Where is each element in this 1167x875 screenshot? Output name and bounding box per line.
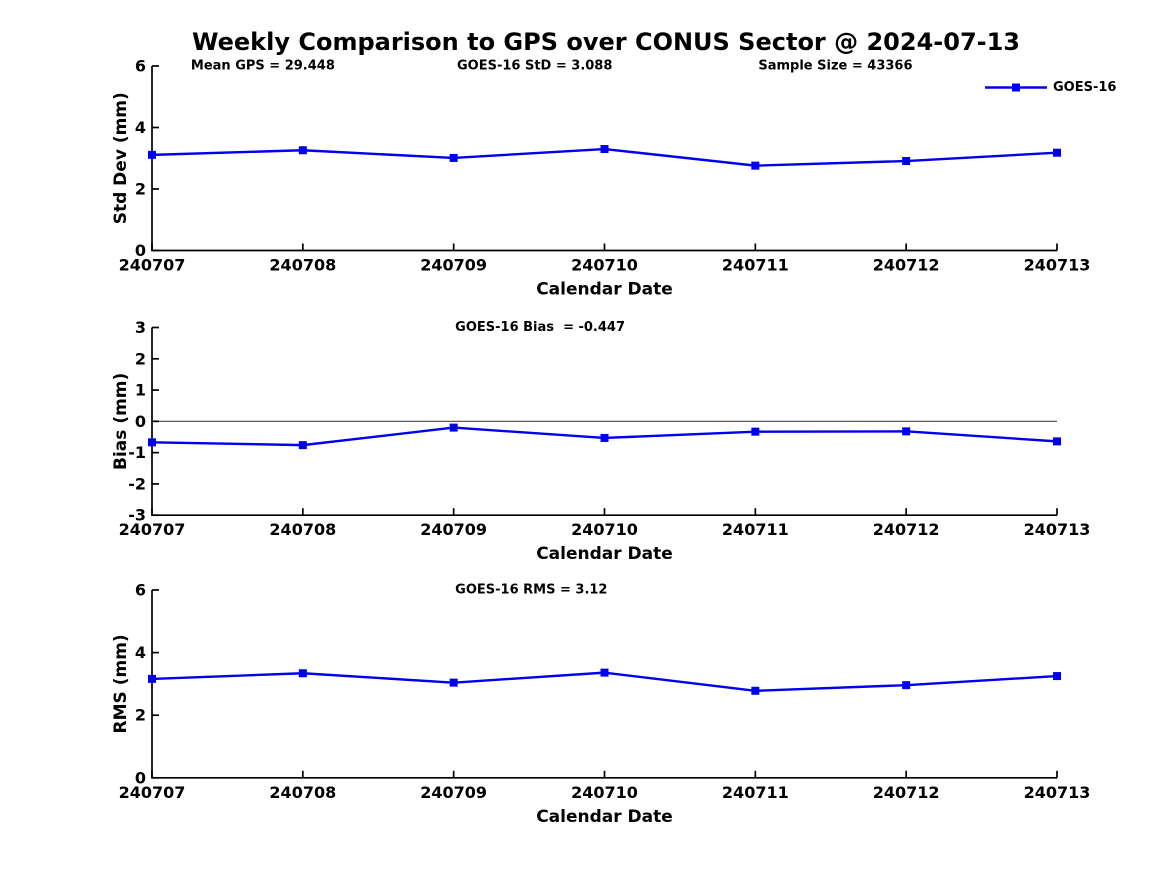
y-tick-label: 6 [135, 57, 146, 76]
data-point-marker [751, 686, 760, 695]
axis-annotation: Mean GPS = 29.448 [191, 59, 335, 74]
stddev-plot: 0 2 4 6 240707 240708 240709 240710 240711 240712… [111, 57, 1116, 300]
x-tick-label: 240708 [269, 256, 336, 275]
figure-title: Weekly Comparison to GPS over CONUS Sect… [192, 28, 1020, 56]
x-tick-label: 240708 [269, 520, 336, 539]
y-tick-label: -1 [128, 443, 146, 462]
y-tick-label: 1 [135, 381, 146, 400]
x-tick-label: 240707 [119, 520, 186, 539]
y-axis-title: Bias (mm) [111, 373, 131, 470]
data-point-marker [449, 678, 458, 687]
x-tick-label: 240708 [269, 783, 336, 802]
y-axis-title: RMS (mm) [111, 634, 131, 733]
x-tick-label: 240713 [1024, 783, 1091, 802]
y-tick-label: 3 [135, 318, 146, 337]
legend-label: GOES-16 [1053, 80, 1116, 95]
x-tick-label: 240710 [571, 256, 638, 275]
data-point-marker [1053, 672, 1061, 681]
data-point-marker [298, 146, 307, 155]
data-point-marker [902, 681, 911, 690]
data-point-marker [1053, 437, 1061, 446]
y-tick-label: 6 [135, 581, 146, 600]
axis-annotation: GOES-16 Bias = -0.447 [455, 320, 625, 335]
data-point-marker [902, 157, 911, 166]
legend-marker-icon [1012, 83, 1020, 92]
y-axis-title: Std Dev (mm) [111, 92, 131, 224]
axis-annotation: GOES-16 StD = 3.088 [457, 59, 612, 74]
data-point-marker [449, 423, 458, 432]
rms-plot: 0 2 4 6 240707 240708 240709 240710 240711 240712… [111, 581, 1090, 827]
data-point-marker [148, 674, 156, 683]
y-tick-label: 4 [135, 643, 146, 662]
x-tick-label: 240712 [873, 783, 940, 802]
data-point-marker [298, 441, 307, 450]
x-tick-label: 240711 [722, 520, 789, 539]
x-tick-label: 240707 [119, 783, 186, 802]
x-tick-label: 240711 [722, 783, 789, 802]
y-tick-label: 2 [135, 706, 146, 725]
x-tick-label: 240709 [420, 520, 487, 539]
x-axis-title: Calendar Date [536, 544, 673, 564]
x-tick-label: 240707 [119, 256, 186, 275]
y-tick-label: 2 [135, 180, 146, 199]
data-point-marker [600, 668, 609, 677]
axis-spines [151, 66, 1057, 252]
x-axis-title: Calendar Date [536, 280, 673, 300]
y-tick-label: 0 [135, 241, 146, 260]
data-point-marker [1053, 148, 1061, 157]
data-point-marker [600, 433, 609, 442]
data-point-marker [449, 153, 458, 162]
data-point-marker [902, 427, 911, 436]
x-tick-label: 240709 [420, 783, 487, 802]
x-tick-label: 240710 [571, 783, 638, 802]
x-axis-title: Calendar Date [536, 807, 673, 827]
y-tick-label: 4 [135, 118, 146, 137]
x-tick-label: 240712 [873, 520, 940, 539]
data-point-marker [751, 161, 760, 170]
data-point-marker [298, 669, 307, 678]
y-tick-label: 0 [135, 768, 146, 787]
axis-annotation: Sample Size = 43366 [758, 59, 912, 74]
y-tick-label: 0 [135, 412, 146, 431]
x-tick-label: 240709 [420, 256, 487, 275]
x-tick-label: 240712 [873, 256, 940, 275]
data-point-marker [600, 145, 609, 154]
data-point-marker [148, 150, 156, 159]
y-tick-label: -2 [128, 474, 146, 493]
x-tick-label: 240711 [722, 256, 789, 275]
data-point-marker [751, 427, 760, 436]
x-tick-label: 240713 [1024, 520, 1091, 539]
y-tick-label: -3 [128, 506, 146, 525]
plots-group: 0 2 4 6 240707 240708 240709 240710 240711 240712… [111, 57, 1116, 827]
y-tick-label: 2 [135, 349, 146, 368]
x-tick-label: 240710 [571, 520, 638, 539]
axis-annotation: GOES-16 RMS = 3.12 [455, 583, 607, 598]
bias-plot: -3 -2 -1 0 1 2 3 240707 240708 240709 240710 240711… [111, 318, 1090, 564]
data-point-marker [148, 438, 156, 447]
x-tick-label: 240713 [1024, 256, 1091, 275]
